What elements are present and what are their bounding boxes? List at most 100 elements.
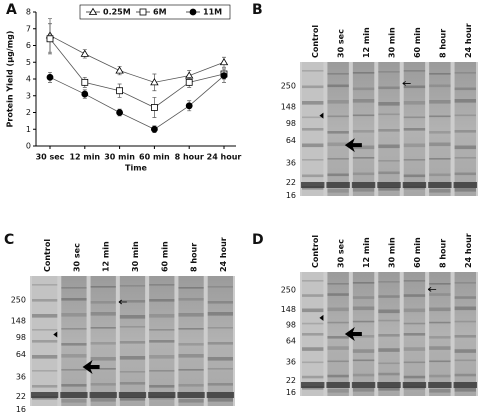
gel-band [60,392,88,398]
gel-band [90,286,116,288]
panel-label: B [252,2,263,18]
lane-label: 60 min [413,237,422,268]
gel-band [378,144,400,149]
marker-label: 22 [16,392,26,401]
lane-label: 30 min [388,27,397,58]
gel-band [429,84,451,88]
y-tick-label: 1 [26,125,31,134]
gel-band [178,298,204,301]
gel-band [327,283,349,285]
gel-band [61,287,87,289]
gel-band [327,158,349,160]
gel-band [352,157,375,159]
x-axis-label: Time [125,164,148,173]
gel-band [119,397,146,401]
gel-band [403,347,426,351]
gel-band [378,281,400,283]
gel-band [327,73,349,75]
gel-band [61,298,87,301]
gel-band [429,189,451,193]
gel-band [207,383,233,386]
gel-band [403,361,426,364]
gel-band [32,299,58,302]
gel-band [454,373,476,377]
gel-band [378,86,400,90]
gel-band [403,116,426,119]
series-line [49,75,225,130]
marker-label: 36 [286,159,296,168]
point [116,109,123,116]
lane-label: 24 hour [464,233,473,268]
gel-band [207,301,233,304]
y-tick-label: 4 [26,75,31,84]
gel-band [119,326,146,328]
x-tick-label: 12 min [69,153,100,162]
point [150,125,158,133]
gel-band [119,300,146,303]
gel-band [453,182,477,188]
gel-band [327,173,349,177]
gel-band [429,307,451,312]
gel-band [90,342,116,345]
gel-band [302,85,324,89]
gel-band [149,340,175,343]
gel-band [119,371,146,373]
gel-band [429,158,451,160]
marker-label: 250 [281,286,296,295]
legend-marker [88,7,98,15]
gel-band [351,182,376,188]
gel-band [378,129,400,132]
point [115,66,124,74]
gel-band [327,142,349,147]
gel-band [119,356,146,360]
gel-lane [119,276,146,406]
small-arrow [402,81,411,86]
gel-band [178,328,204,330]
gel-band [377,182,401,188]
gel-band [403,70,426,72]
marker-label: 148 [281,102,296,111]
gel-band [429,100,451,104]
marker-label: 148 [281,305,296,314]
gel-band [302,101,324,105]
arrow [344,327,362,341]
gel-band [327,360,349,363]
gel-lane [429,272,451,396]
gel-band [429,131,451,134]
gel-band [302,70,324,72]
gel-band [352,145,375,150]
gel-band [61,354,87,358]
marker-label: 148 [11,316,26,325]
gel-band [378,334,400,337]
legend-marker [139,8,147,16]
point [220,72,228,80]
gel-band [149,314,175,318]
gel-band [352,99,375,103]
marker-label: 36 [286,358,296,367]
gel-band [402,382,427,388]
gel-band [326,382,350,388]
gel-band [454,282,476,284]
gel-band [302,116,324,119]
gel-band [301,382,325,388]
gel-lane [352,272,375,396]
gel-band [454,335,476,338]
arrow [344,138,362,153]
gel-band [90,301,116,304]
gel-band [90,327,116,329]
gel-band [454,388,476,392]
gel-band [378,372,400,376]
gel-band [403,143,426,148]
gel-band [61,328,87,330]
gel-band [454,320,476,323]
gel-band [90,312,116,316]
lane-label: 30 sec [337,239,346,268]
gel-band [302,361,324,364]
point [185,78,193,86]
gel-band [207,368,233,370]
point [81,90,89,98]
marker-label: 64 [286,136,296,145]
y-tick-label: 0 [26,142,31,151]
gel-band [149,284,175,286]
gel-band [327,346,349,350]
